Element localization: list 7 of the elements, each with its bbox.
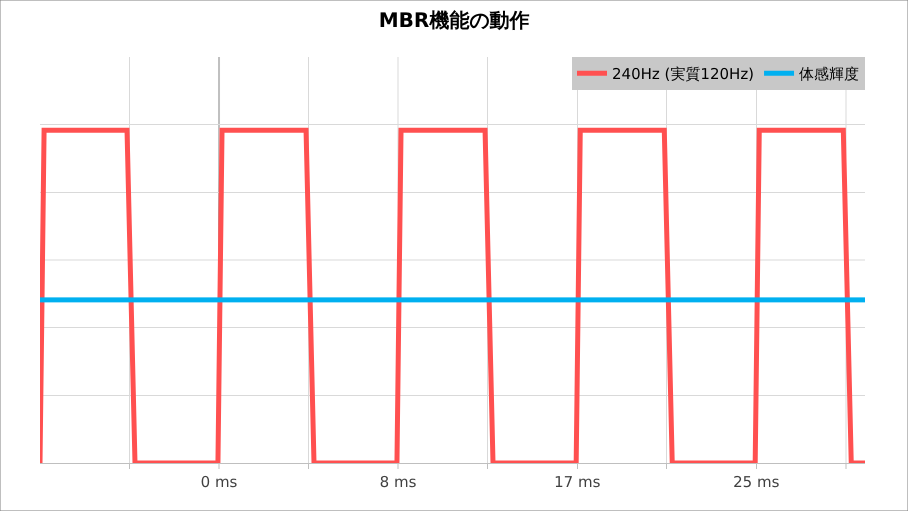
legend-label: 240Hz (実質120Hz) [612, 65, 754, 84]
x-tick-label: 17 ms [554, 473, 601, 491]
chart-title: MBR機能の動作 [378, 8, 530, 32]
x-tick-label: 0 ms [200, 473, 238, 491]
x-tick-label: 8 ms [380, 473, 417, 491]
x-tick-label: 25 ms [733, 473, 780, 491]
legend-label: 体感輝度 [799, 65, 860, 84]
